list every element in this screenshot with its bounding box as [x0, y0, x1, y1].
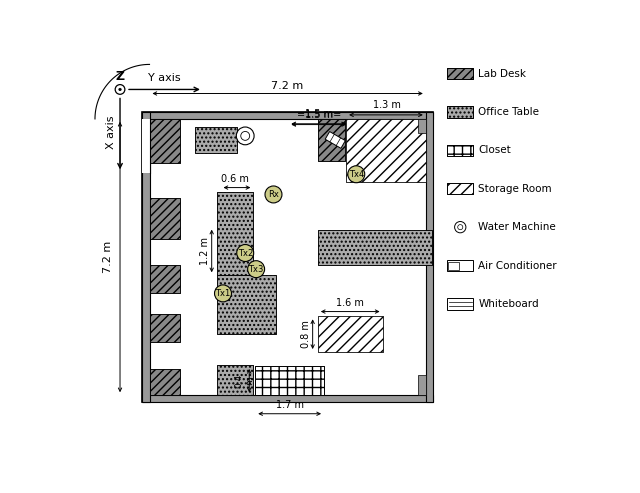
- Text: Water Machine: Water Machine: [478, 222, 556, 232]
- Text: 0.8 m: 0.8 m: [301, 320, 311, 348]
- Bar: [142, 119, 150, 174]
- Bar: [447, 183, 474, 194]
- Text: 1.2 m: 1.2 m: [200, 237, 210, 265]
- Bar: [217, 365, 253, 395]
- Bar: [318, 230, 432, 265]
- Polygon shape: [325, 132, 346, 148]
- Bar: [150, 119, 180, 163]
- Text: 0.4
m: 0.4 m: [234, 374, 253, 387]
- Text: 1.7 m: 1.7 m: [276, 400, 303, 410]
- Bar: [150, 314, 180, 342]
- Text: Storage Room: Storage Room: [478, 184, 552, 194]
- Circle shape: [236, 127, 254, 145]
- Bar: [217, 192, 253, 275]
- Text: Z: Z: [115, 70, 125, 83]
- Bar: [346, 119, 426, 181]
- Text: Tx2: Tx2: [237, 248, 253, 257]
- Text: Whiteboard: Whiteboard: [478, 299, 539, 309]
- Bar: [142, 111, 433, 402]
- Text: Y axis: Y axis: [148, 73, 180, 83]
- Bar: [217, 192, 253, 275]
- Bar: [447, 145, 474, 156]
- Circle shape: [265, 186, 282, 203]
- Bar: [150, 265, 180, 293]
- Bar: [449, 262, 460, 270]
- Text: 7.2 m: 7.2 m: [103, 241, 113, 273]
- Circle shape: [241, 132, 250, 141]
- Text: Tx3: Tx3: [248, 265, 264, 274]
- Bar: [419, 375, 426, 395]
- Bar: [447, 183, 474, 194]
- Bar: [255, 366, 324, 395]
- Text: 1.3 m: 1.3 m: [373, 100, 401, 109]
- Bar: [255, 366, 324, 395]
- Bar: [447, 145, 474, 156]
- Bar: [419, 119, 426, 133]
- Bar: [142, 111, 433, 119]
- Bar: [318, 230, 432, 265]
- Bar: [426, 111, 433, 402]
- Bar: [318, 317, 383, 352]
- Bar: [150, 199, 180, 239]
- Circle shape: [454, 221, 466, 233]
- Circle shape: [348, 166, 365, 183]
- Bar: [150, 369, 180, 395]
- Text: 1.5 m: 1.5 m: [305, 109, 333, 119]
- Bar: [318, 119, 346, 161]
- Text: Lab Desk: Lab Desk: [478, 69, 526, 79]
- Bar: [447, 68, 474, 79]
- Text: Air Conditioner: Air Conditioner: [478, 260, 557, 271]
- Bar: [195, 127, 237, 153]
- Circle shape: [458, 225, 463, 230]
- Text: 1.6 m: 1.6 m: [336, 297, 364, 308]
- Bar: [447, 68, 474, 79]
- Bar: [217, 365, 253, 395]
- Circle shape: [214, 285, 232, 302]
- Bar: [447, 298, 474, 310]
- Text: Tx1: Tx1: [216, 289, 230, 298]
- Text: Rx: Rx: [268, 190, 279, 199]
- Bar: [346, 119, 426, 181]
- Text: 0.6 m: 0.6 m: [221, 174, 249, 183]
- Circle shape: [119, 88, 121, 91]
- Text: Closet: Closet: [478, 145, 511, 155]
- Bar: [447, 106, 474, 118]
- Text: =1.5 m=: =1.5 m=: [296, 110, 341, 120]
- Bar: [447, 106, 474, 118]
- Text: 7.2 m: 7.2 m: [271, 81, 304, 92]
- Text: Office Table: Office Table: [478, 107, 540, 117]
- Circle shape: [115, 85, 125, 94]
- Bar: [142, 395, 433, 402]
- Bar: [195, 127, 237, 153]
- Circle shape: [237, 245, 253, 261]
- Bar: [150, 314, 180, 342]
- Text: X axis: X axis: [106, 115, 116, 148]
- Bar: [318, 317, 383, 352]
- Bar: [217, 275, 275, 334]
- Bar: [142, 111, 150, 402]
- Bar: [217, 275, 275, 334]
- Bar: [150, 119, 180, 163]
- Bar: [150, 369, 180, 395]
- Text: Tx4: Tx4: [349, 170, 364, 179]
- Bar: [150, 199, 180, 239]
- Bar: [318, 119, 346, 161]
- Bar: [447, 260, 474, 271]
- Circle shape: [248, 261, 264, 278]
- Bar: [150, 265, 180, 293]
